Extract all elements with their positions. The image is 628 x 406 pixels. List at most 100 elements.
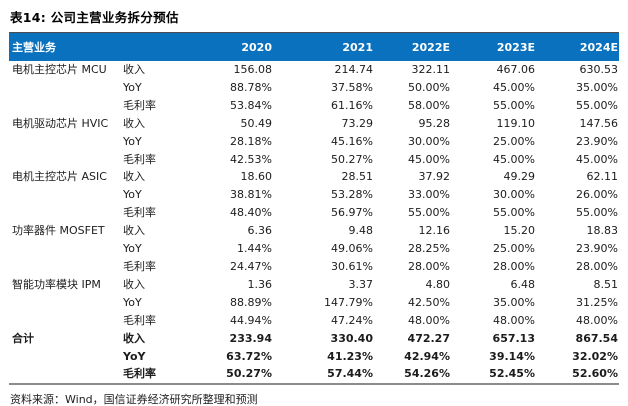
value-cell: 8.51 <box>593 277 619 291</box>
segment-name-cell <box>9 79 121 97</box>
value-cell: 39.14% <box>489 349 535 363</box>
value-cell: 48.00% <box>408 313 450 327</box>
table-row: 毛利率 42.53% 50.27% 45.00% 45.00% 45.00% <box>9 151 619 169</box>
value-cell: 32.02% <box>572 349 618 363</box>
value-cell: 330.40 <box>330 331 373 345</box>
segment-name-cell <box>9 312 121 330</box>
value-cell: 28.00% <box>576 259 618 273</box>
column-header-business: 主营业务 <box>9 32 177 61</box>
value-cell: 41.23% <box>327 349 373 363</box>
value-cell: 56.97% <box>331 206 373 220</box>
segment-name-cell <box>9 133 121 151</box>
value-cell: 147.79% <box>324 295 373 309</box>
table-row: YoY 63.72% 41.23% 42.94% 39.14% 32.02% <box>9 348 619 366</box>
segment-name-cell <box>9 365 121 384</box>
value-cell: 25.00% <box>493 134 535 148</box>
metric-label-cell: 毛利率 <box>123 152 156 166</box>
value-cell: 23.90% <box>576 242 618 256</box>
value-cell: 37.58% <box>331 80 373 94</box>
value-cell: 15.20 <box>503 224 536 238</box>
value-cell: 30.00% <box>408 134 450 148</box>
value-cell: 12.16 <box>418 224 451 238</box>
value-cell: 23.90% <box>576 134 618 148</box>
table-row: 功率器件 MOSFET 收入 6.36 9.48 12.16 15.20 18.83 <box>9 222 619 240</box>
table-row: YoY 88.78% 37.58% 50.00% 45.00% 35.00% <box>9 79 619 97</box>
value-cell: 42.53% <box>230 152 272 166</box>
metric-label-cell: 收入 <box>123 170 145 184</box>
value-cell: 18.60 <box>240 170 273 184</box>
metric-label-cell: 毛利率 <box>123 206 156 220</box>
value-cell: 233.94 <box>229 331 272 345</box>
segment-name-cell: 智能功率模块 IPM <box>12 277 101 291</box>
value-cell: 54.26% <box>404 367 450 381</box>
value-cell: 6.36 <box>247 224 273 238</box>
value-cell: 55.00% <box>493 206 535 220</box>
table-row: 毛利率 48.40% 56.97% 55.00% 55.00% 55.00% <box>9 204 619 222</box>
value-cell: 45.00% <box>493 80 535 94</box>
metric-label-cell: YoY <box>123 349 146 363</box>
value-cell: 472.27 <box>407 331 450 345</box>
value-cell: 6.48 <box>510 277 536 291</box>
value-cell: 57.44% <box>327 367 373 381</box>
segment-name-cell: 合计 <box>12 331 34 345</box>
metric-label-cell: YoY <box>123 134 142 148</box>
value-cell: 44.94% <box>230 313 272 327</box>
segment-name-cell: 电机主控芯片 ASIC <box>12 170 107 184</box>
value-cell: 49.06% <box>331 242 373 256</box>
table-row: 电机主控芯片 MCU 收入 156.08 214.74 322.11 467.06 630.… <box>9 61 619 79</box>
table-row: 合计 收入 233.94 330.40 472.27 657.13 867.54 <box>9 330 619 348</box>
metric-label-cell: 收入 <box>123 116 145 130</box>
value-cell: 73.29 <box>341 116 374 130</box>
metric-label-cell: 毛利率 <box>123 367 156 381</box>
value-cell: 31.25% <box>576 295 618 309</box>
value-cell: 88.89% <box>230 295 272 309</box>
table-row: 毛利率 53.84% 61.16% 58.00% 55.00% 55.00% <box>9 97 619 115</box>
column-header-2023e: 2023E <box>451 32 536 61</box>
value-cell: 35.00% <box>493 295 535 309</box>
value-cell: 48.00% <box>493 313 535 327</box>
value-cell: 18.83 <box>586 224 619 238</box>
metric-label-cell: YoY <box>123 295 142 309</box>
column-header-2024e: 2024E <box>536 32 619 61</box>
segment-name-cell <box>9 97 121 115</box>
value-cell: 630.53 <box>579 63 619 76</box>
value-cell: 50.00% <box>408 80 450 94</box>
table-header-row: 主营业务 2020 2021 2022E 2023E 2024E <box>9 32 619 61</box>
value-cell: 4.80 <box>425 277 451 291</box>
segment-name-cell <box>9 258 121 276</box>
table-row: 毛利率 44.94% 47.24% 48.00% 48.00% 48.00% <box>9 312 619 330</box>
value-cell: 63.72% <box>226 349 272 363</box>
value-cell: 50.49 <box>240 116 273 130</box>
value-cell: 3.37 <box>348 277 374 291</box>
table-row: YoY 88.89% 147.79% 42.50% 35.00% 31.25% <box>9 294 619 312</box>
segment-name-cell: 电机主控芯片 MCU <box>12 63 107 76</box>
column-header-2021: 2021 <box>273 32 374 61</box>
value-cell: 33.00% <box>408 188 450 202</box>
metric-label-cell: 收入 <box>123 331 145 345</box>
value-cell: 35.00% <box>576 80 618 94</box>
table-row: 毛利率 50.27% 57.44% 54.26% 52.45% 52.60% <box>9 365 619 384</box>
value-cell: 28.00% <box>493 259 535 273</box>
value-cell: 49.29 <box>503 170 536 184</box>
value-cell: 45.00% <box>576 152 618 166</box>
value-cell: 42.50% <box>408 295 450 309</box>
value-cell: 322.11 <box>411 63 451 76</box>
segment-name-cell <box>9 204 121 222</box>
value-cell: 657.13 <box>492 331 535 345</box>
table-row: 电机驱动芯片 HVIC 收入 50.49 73.29 95.28 119.10 147.56 <box>9 115 619 133</box>
business-forecast-table: 主营业务 2020 2021 2022E 2023E 2024E 电机主控芯片 … <box>9 32 619 386</box>
value-cell: 95.28 <box>418 116 451 130</box>
segment-name-cell <box>9 151 121 169</box>
value-cell: 28.00% <box>408 259 450 273</box>
value-cell: 25.00% <box>493 242 535 256</box>
value-cell: 214.74 <box>334 63 374 76</box>
metric-label-cell: 毛利率 <box>123 259 156 273</box>
value-cell: 55.00% <box>576 206 618 220</box>
value-cell: 467.06 <box>496 63 536 76</box>
value-cell: 55.00% <box>408 206 450 220</box>
value-cell: 50.27% <box>226 367 272 381</box>
value-cell: 48.40% <box>230 206 272 220</box>
value-cell: 30.61% <box>331 259 373 273</box>
segment-name-cell: 功率器件 MOSFET <box>12 224 105 238</box>
